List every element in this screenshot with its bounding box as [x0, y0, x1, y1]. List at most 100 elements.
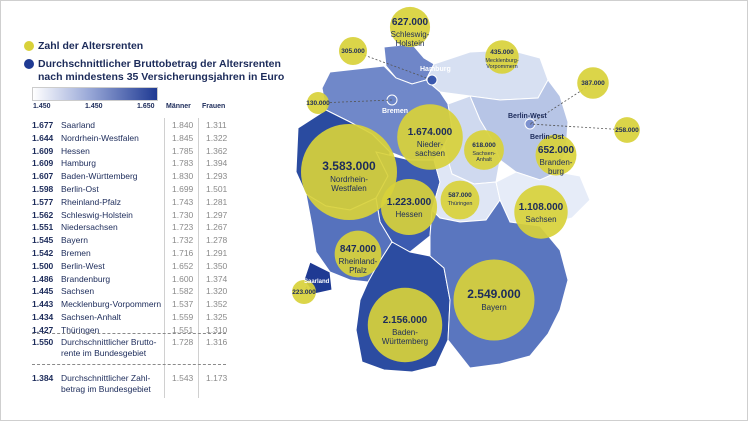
men-amount: 1.830 [172, 171, 194, 182]
state-amount: 1.598 [32, 184, 54, 194]
legend-count-label: Zahl der Altersrenten [38, 40, 144, 52]
state-name: Brandenburg [61, 273, 111, 284]
men-amount: 1.845 [172, 132, 194, 143]
men-amount: 1.652 [172, 260, 194, 271]
state-amount: 1.609 [32, 145, 54, 156]
bubble-he [380, 178, 438, 236]
women-amount: 1.352 [206, 299, 228, 310]
state-amount: 1.607 [32, 171, 54, 182]
count-dot-icon [24, 41, 34, 51]
bubbles: 3.583.000 Nordrhein-Westfalen 2.549.000 Bay… [292, 6, 640, 363]
table-row: 1.434 Sachsen-Anhalt 1.559 1.325 [32, 312, 228, 325]
women-amount: 1.374 [206, 273, 228, 284]
bubble-value: 1.108.000 [519, 202, 564, 213]
column-header-men: Männer [166, 103, 191, 110]
men-amount: 1.582 [172, 286, 194, 297]
women-amount: 1.362 [206, 145, 228, 156]
bubble-mv [485, 40, 519, 74]
women-amount: 1.267 [206, 222, 228, 233]
leader-line [317, 99, 393, 104]
women-amount: 1.278 [206, 235, 228, 246]
state-amount: 1.677 [32, 120, 54, 130]
bubble-value: 2.156.000 [383, 315, 428, 326]
bubble-name: Nordrhein- [330, 175, 368, 184]
men-amount: 1.723 [172, 222, 194, 233]
bubble-name: Vorpommern [486, 64, 518, 70]
state-name: Baden-Württemberg [61, 171, 138, 182]
column-divider [164, 118, 165, 398]
bubble-th [440, 180, 480, 220]
scale-label-min: 1.450 [33, 103, 51, 110]
table-row: 1.542 Bremen 1.716 1.291 [32, 248, 227, 261]
table-row: 1.486 Brandenburg 1.600 1.374 [32, 273, 228, 287]
column-divider [198, 118, 199, 398]
bubble-bw2 [614, 117, 640, 143]
bubble-value: 2.549.000 [467, 287, 521, 301]
label-bremen: Bremen [382, 108, 408, 115]
summary-label: Durchschnittlicher Brutto-rente im Bunde… [61, 337, 169, 359]
state-amount: 1.577 [32, 196, 54, 207]
bubble-name: Nieder- [417, 140, 444, 149]
bubble-name: burg [548, 167, 564, 176]
bubble-by [453, 259, 535, 341]
state-name: Saarland [61, 120, 96, 130]
scale-label-mid: 1.450 [85, 103, 103, 110]
summary-value: 1.550 [32, 337, 54, 347]
bubble-value: 847.000 [340, 244, 377, 255]
men-amount: 1.783 [172, 158, 194, 169]
women-amount: 1.310 [206, 324, 228, 335]
state-name: Hessen [61, 145, 90, 156]
table-row: 1.443 Mecklenburg-Vorpommern 1.537 1.352 [32, 299, 228, 312]
table-row: 1.677 Saarland 1.840 1.311 [32, 120, 227, 133]
bubble-value: 130.000 [306, 100, 330, 107]
state-amount: 1.562 [32, 209, 54, 220]
bubble-name: Holstein [396, 39, 425, 48]
bubble-value: 587.000 [448, 192, 472, 199]
men-amount: 1.732 [172, 235, 194, 246]
men-amount: 1.840 [172, 120, 194, 130]
bubble-sn [514, 185, 568, 239]
label-berlin-ost: Berlin-Ost [530, 134, 565, 141]
legend-amount-line1: Durchschnittlicher Bruttobetrag der Alte… [38, 58, 281, 70]
bubble-name: Rheinland- [339, 257, 378, 266]
bubble-hh [338, 36, 368, 66]
men-amount: 1.730 [172, 209, 194, 220]
bubble-value: 435.000 [490, 49, 514, 56]
state-name: Mecklenburg-Vorpommern [61, 299, 162, 310]
women-amount: 1.325 [206, 312, 228, 322]
table-row: 1.609 Hessen 1.785 1.362 [32, 145, 228, 159]
bubble-bo [577, 67, 609, 99]
women-amount: 1.281 [206, 196, 228, 207]
bubble-name: Sachsen [525, 215, 556, 224]
table-row: 1.427 Thüringen 1.551 1.310 [32, 324, 228, 338]
table-row: 1.562 Schleswig-Holstein 1.730 1.297 [32, 209, 227, 223]
state-amount: 1.545 [32, 235, 54, 246]
bubble-bb [535, 134, 577, 176]
state-name: Berlin-West [61, 260, 105, 271]
men-amount: 1.716 [172, 248, 194, 258]
bubble-name: sachsen [415, 149, 445, 158]
men-amount: 1.551 [172, 324, 194, 335]
table-row: 1.577 Rheinland-Pfalz 1.743 1.281 [32, 196, 228, 210]
state-name: Nordrhein-Westfalen [61, 132, 139, 143]
women-amount: 1.322 [206, 132, 228, 143]
women-amount: 1.394 [206, 158, 228, 169]
bubble-name: Pfalz [349, 266, 367, 275]
state-name: Schleswig-Holstein [61, 209, 133, 220]
state-amount: 1.644 [32, 132, 54, 143]
women-amount: 1.350 [206, 260, 228, 271]
state-name: Sachsen-Anhalt [61, 312, 122, 322]
divider [32, 333, 226, 334]
bubble-name: Mecklenburg- [485, 58, 518, 64]
leader-line [529, 123, 628, 131]
men-amount: 1.743 [172, 196, 194, 207]
men-amount: 1.537 [172, 299, 194, 310]
state-amount: 1.427 [32, 324, 54, 335]
bubble-sh [389, 6, 431, 48]
table-row: 1.551 Niedersachsen 1.723 1.267 [32, 222, 228, 235]
state-amount: 1.551 [32, 222, 54, 233]
men-amount: 1.600 [172, 273, 194, 284]
bubble-name: Thüringen [448, 201, 473, 207]
summary-label: Durchschnittlicher Zahl-betrag im Bundes… [61, 373, 169, 395]
